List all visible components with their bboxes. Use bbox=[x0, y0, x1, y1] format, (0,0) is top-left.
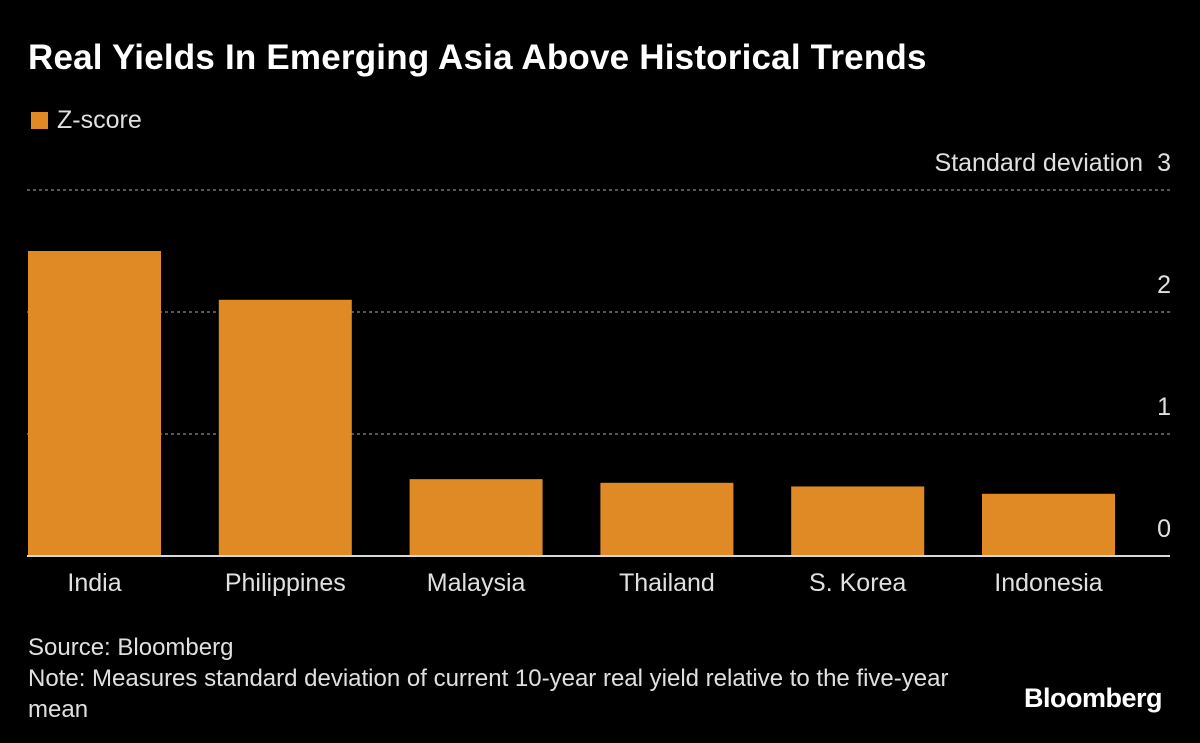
bar-s-korea bbox=[791, 486, 925, 556]
y-tick-label: 1 bbox=[1157, 393, 1171, 421]
x-tick-label: Indonesia bbox=[994, 569, 1103, 597]
bar-malaysia bbox=[409, 479, 543, 556]
x-tick-label: Thailand bbox=[619, 569, 715, 597]
x-tick-label: India bbox=[67, 569, 121, 597]
bar-thailand bbox=[600, 482, 734, 556]
source-text: Source: Bloomberg bbox=[28, 634, 234, 661]
chart-title: Real Yields In Emerging Asia Above Histo… bbox=[28, 38, 927, 77]
y-tick-label: 2 bbox=[1157, 271, 1171, 299]
x-tick-label: S. Korea bbox=[809, 569, 906, 597]
bloomberg-logo: Bloomberg bbox=[1023, 683, 1163, 713]
note-text: Note: Measures standard deviation of cur… bbox=[28, 665, 949, 723]
legend-label: Z-score bbox=[57, 105, 142, 134]
legend-swatch bbox=[31, 111, 48, 129]
footer: Source: Bloomberg Note: Measures standar… bbox=[28, 632, 958, 725]
legend: Z-score bbox=[31, 104, 142, 136]
bar-indonesia bbox=[982, 493, 1115, 556]
bar-philippines bbox=[218, 299, 352, 556]
x-tick-label: Philippines bbox=[225, 569, 346, 597]
y-axis-label: Standard deviation bbox=[935, 149, 1143, 177]
bar-india bbox=[28, 251, 161, 556]
x-tick-label: Malaysia bbox=[427, 569, 526, 597]
y-tick-label: 3 bbox=[1157, 149, 1171, 177]
y-tick-label: 0 bbox=[1157, 515, 1171, 543]
